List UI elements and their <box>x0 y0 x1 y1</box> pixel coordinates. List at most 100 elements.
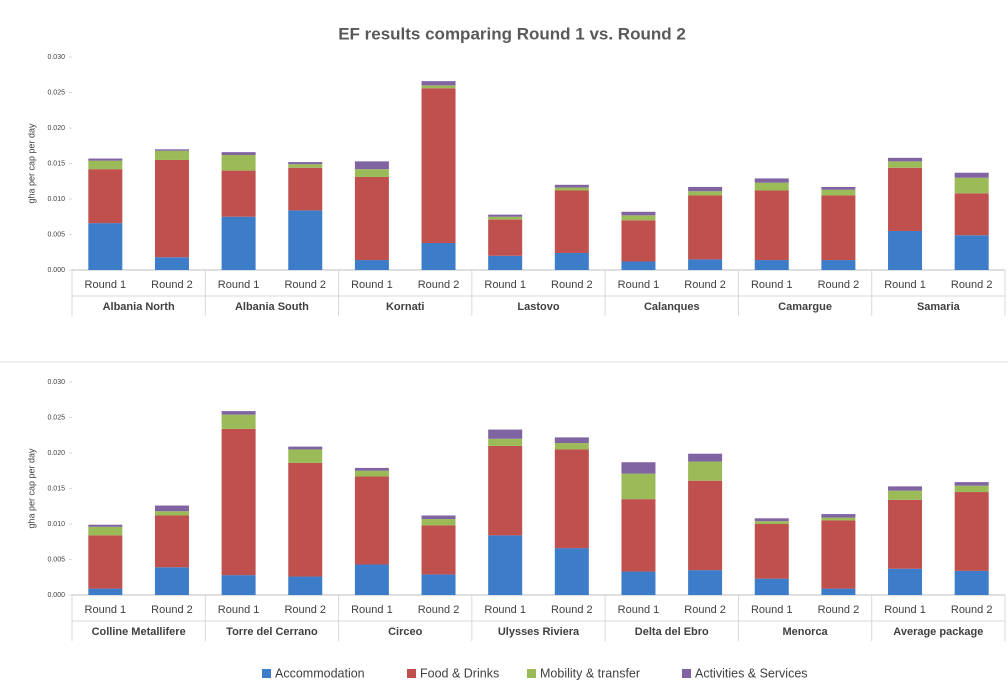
legend-label: Food & Drinks <box>420 666 499 680</box>
bar-segment <box>421 574 456 595</box>
bar-segment <box>288 446 323 450</box>
bar-segment <box>821 186 856 190</box>
group-label: Camargue <box>778 301 832 313</box>
x-tick-label: Round 1 <box>884 279 926 291</box>
bar-segment <box>221 414 256 429</box>
x-tick-label: Round 2 <box>418 279 460 291</box>
x-tick-label: Round 2 <box>684 279 726 291</box>
x-tick-label: Round 2 <box>284 279 326 291</box>
bar-segment <box>288 162 323 165</box>
group-label: Colline Metallifere <box>92 626 186 638</box>
x-tick-label: Round 1 <box>884 604 926 616</box>
bar-segment <box>421 88 456 244</box>
x-tick-label: Round 1 <box>351 604 393 616</box>
bar-segment <box>554 252 589 270</box>
y-tick-label: 0.030 <box>47 379 65 386</box>
bar-segment <box>221 152 256 155</box>
x-tick-label: Round 1 <box>618 279 660 291</box>
x-tick-label: Round 2 <box>151 279 193 291</box>
x-tick-label: Round 2 <box>551 279 593 291</box>
bar-segment <box>621 215 656 221</box>
bar-segment <box>688 480 723 571</box>
bar-segment <box>488 219 523 256</box>
group-label: Kornati <box>386 301 425 313</box>
bar-segment <box>754 578 789 595</box>
bar-segment <box>554 187 589 191</box>
bar-segment <box>954 570 989 595</box>
bar-segment <box>954 492 989 571</box>
x-tick-label: Round 2 <box>151 604 193 616</box>
bar-segment <box>754 190 789 261</box>
bar-segment <box>488 535 523 595</box>
bar-segment <box>88 535 123 589</box>
bar-segment <box>354 476 389 565</box>
bar-segment <box>288 576 323 595</box>
bar-segment <box>821 260 856 270</box>
bar-segment <box>821 520 856 589</box>
bar-segment <box>554 190 589 253</box>
bar-segment <box>221 154 256 171</box>
bar-segment <box>88 158 123 161</box>
bar-segment <box>688 195 723 260</box>
bar-segment <box>621 261 656 270</box>
bar-segment <box>688 453 723 462</box>
bar-segment <box>621 462 656 474</box>
bar-segment <box>221 575 256 595</box>
y-tick-label: 0.015 <box>47 485 65 492</box>
bar-segment <box>621 499 656 572</box>
bar-segment <box>88 169 123 224</box>
bar-segment <box>154 159 189 258</box>
bar-segment <box>154 149 189 151</box>
x-tick-label: Round 2 <box>951 279 993 291</box>
legend-swatch <box>682 669 691 678</box>
x-tick-label: Round 1 <box>484 604 526 616</box>
bar-segment <box>888 490 923 500</box>
bar-segment <box>488 216 523 220</box>
y-tick-label: 0.020 <box>47 450 65 457</box>
bar-segment <box>88 588 123 595</box>
group-label: Albania South <box>235 301 309 313</box>
bar-segment <box>554 449 589 549</box>
bar-segment <box>554 184 589 188</box>
bar-segment <box>821 514 856 518</box>
bar-segment <box>221 170 256 217</box>
x-tick-label: Round 1 <box>85 279 127 291</box>
y-tick-label: 0.010 <box>47 521 65 528</box>
bar-segment <box>288 462 323 577</box>
bar-segment <box>354 467 389 471</box>
group-label: Delta del Ebro <box>635 626 709 638</box>
bar-segment <box>821 195 856 261</box>
x-tick-label: Round 1 <box>751 279 793 291</box>
bar-segment <box>888 157 923 162</box>
group-label: Albania North <box>103 301 175 313</box>
bar-segment <box>688 259 723 270</box>
x-tick-label: Round 2 <box>418 604 460 616</box>
bar-segment <box>221 428 256 576</box>
bar-segment <box>754 521 789 524</box>
bar-segment <box>421 519 456 526</box>
bar-segment <box>88 160 123 170</box>
bar-segment <box>554 548 589 595</box>
y-tick-label: 0.000 <box>47 267 65 274</box>
bar-segment <box>288 167 323 211</box>
bar-segment <box>888 486 923 491</box>
x-tick-label: Round 1 <box>751 604 793 616</box>
bar-segment <box>954 172 989 178</box>
y-tick-label: 0.030 <box>47 54 65 61</box>
bar-segment <box>354 260 389 270</box>
y-axis-label: gha per cap per day <box>26 123 36 204</box>
y-tick-label: 0.025 <box>47 89 65 96</box>
bar-segment <box>688 461 723 481</box>
x-tick-label: Round 2 <box>684 604 726 616</box>
bar-segment <box>888 568 923 595</box>
bar-segment <box>688 191 723 196</box>
bar-segment <box>821 189 856 196</box>
bar-segment <box>754 182 789 191</box>
bar-segment <box>621 473 656 500</box>
x-tick-label: Round 2 <box>818 279 860 291</box>
group-label: Average package <box>893 626 983 638</box>
bar-segment <box>954 485 989 493</box>
x-tick-label: Round 1 <box>484 279 526 291</box>
x-tick-label: Round 1 <box>218 279 260 291</box>
